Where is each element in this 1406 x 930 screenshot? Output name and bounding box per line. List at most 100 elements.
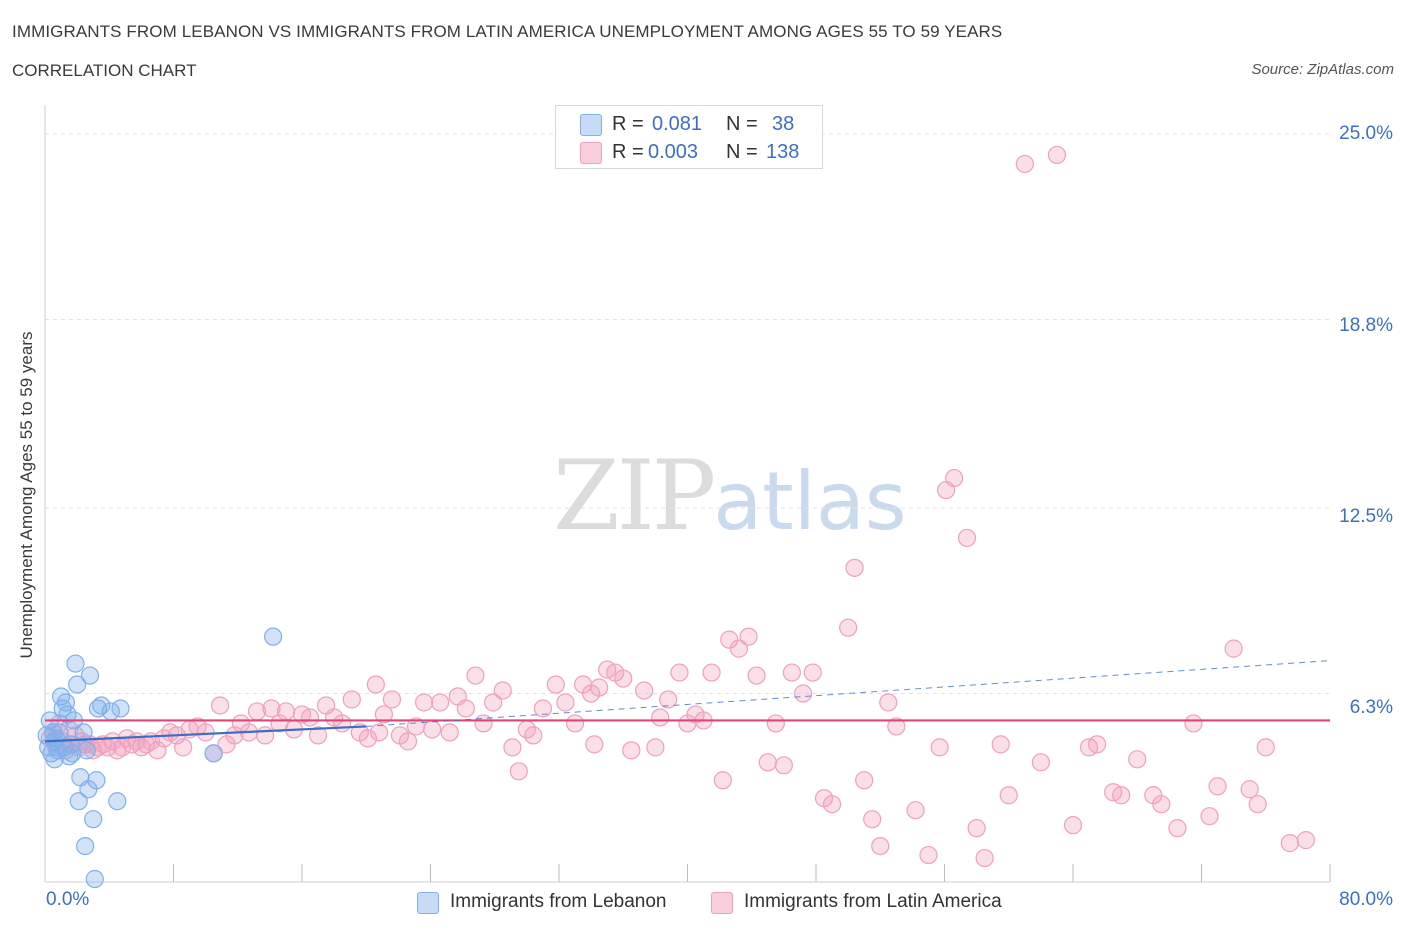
latin-america-point xyxy=(1104,783,1123,802)
latin-america-point xyxy=(524,726,543,745)
latin-america-point xyxy=(822,795,842,814)
latin-america-point xyxy=(262,699,281,718)
latin-america-point xyxy=(1168,819,1187,838)
latin-america-point xyxy=(546,675,565,694)
zipatlas-watermark: ZIPatlas xyxy=(553,440,907,552)
latin-america-point xyxy=(585,735,604,754)
latin-america-point xyxy=(614,669,633,688)
latin-america-point xyxy=(646,738,665,757)
latin-america-point xyxy=(374,705,394,724)
latin-america-point xyxy=(210,696,230,715)
latin-america-point xyxy=(729,639,749,658)
latin-america-point xyxy=(1208,777,1227,796)
latin-america-point xyxy=(466,666,485,685)
latin-america-point xyxy=(358,729,377,748)
latin-america-point xyxy=(174,738,193,757)
latin-america-point xyxy=(1063,816,1083,835)
lebanon-point xyxy=(111,699,130,718)
latin-america-point xyxy=(1256,738,1275,757)
latin-america-point xyxy=(945,468,964,488)
chart-subtitle: CORRELATION CHART xyxy=(12,61,197,80)
latin-america-point xyxy=(493,681,512,700)
y-axis-label: Unemployment Among Ages 55 to 59 years xyxy=(17,331,36,659)
lebanon-point xyxy=(77,741,96,760)
y-tick-label: 12.5% xyxy=(1339,506,1393,527)
latin-america-point xyxy=(651,708,670,727)
r-label: R = xyxy=(612,141,644,163)
latin-america-point xyxy=(713,771,732,790)
r-value: 0.003 xyxy=(648,141,699,163)
latin-america-point xyxy=(1184,714,1203,733)
latin-america-point xyxy=(774,756,793,775)
chart-title: IMMIGRANTS FROM LEBANON VS IMMIGRANTS FR… xyxy=(12,22,1003,41)
latin-america-point xyxy=(84,741,103,760)
latin-america-point xyxy=(906,801,925,820)
latin-america-point xyxy=(871,836,890,856)
latin-america-point xyxy=(1087,735,1107,754)
latin-america-point xyxy=(342,690,361,709)
latin-america-point xyxy=(887,717,906,736)
latin-america-point xyxy=(957,528,977,548)
y-tick-label: 6.3% xyxy=(1349,697,1393,718)
lebanon-point xyxy=(87,771,106,790)
latin-america-point xyxy=(533,699,553,718)
latin-america-point xyxy=(919,845,938,865)
latin-america-point xyxy=(474,714,493,733)
latin-america-point xyxy=(196,723,215,742)
latin-america-point xyxy=(863,810,882,829)
y-tick-label: 18.8% xyxy=(1339,315,1393,336)
latin-america-point xyxy=(803,663,822,682)
lebanon-points xyxy=(37,627,283,889)
latin-america-point xyxy=(782,663,802,682)
latin-america-point xyxy=(423,720,442,739)
latin-america-point xyxy=(967,819,986,838)
latin-america-point xyxy=(565,714,585,733)
latin-america-point xyxy=(590,678,609,697)
latin-america-point xyxy=(333,714,352,733)
latin-america-point xyxy=(308,726,328,745)
latin-america-point xyxy=(276,702,296,721)
lebanon-point xyxy=(108,792,127,811)
latin-america-point xyxy=(794,684,813,703)
latin-america-point xyxy=(845,558,864,577)
r-label: R = xyxy=(612,113,644,135)
r-value: 0.081 xyxy=(652,113,703,135)
lebanon-trend-extension xyxy=(366,660,1331,727)
latin-america-point xyxy=(370,723,389,742)
latin-america-point xyxy=(839,618,858,637)
watermark-atlas: atlas xyxy=(713,455,907,548)
latin-america-point xyxy=(670,663,689,682)
latin-america-point xyxy=(431,693,450,712)
trend-lines xyxy=(44,660,1331,743)
latin-america-point xyxy=(1296,831,1316,850)
lebanon-point xyxy=(66,654,85,673)
axes xyxy=(44,105,1331,883)
latin-america-point xyxy=(440,723,459,742)
n-value: 138 xyxy=(766,141,800,163)
correlation-legend: R = 0.081 N = 38 R = 0.003 N = 138 xyxy=(555,105,823,169)
latin-america-point xyxy=(747,666,766,685)
latin-america-point xyxy=(484,693,503,712)
latin-america-point xyxy=(414,693,434,712)
latin-america-point xyxy=(1144,786,1163,805)
lebanon-point xyxy=(85,869,104,889)
n-label: N = xyxy=(726,113,758,135)
lebanon-point xyxy=(92,696,111,715)
lebanon-point xyxy=(45,750,64,769)
latin-america-point xyxy=(382,690,402,709)
latin-america-point xyxy=(659,690,678,709)
latin-america-point xyxy=(758,753,777,772)
latin-america-point xyxy=(509,762,528,781)
latin-america-points xyxy=(40,145,1316,868)
x-tick-label-max: 80.0% xyxy=(1339,889,1393,910)
lebanon-point xyxy=(84,810,103,829)
lebanon-point xyxy=(204,744,223,763)
lebanon-point xyxy=(263,627,283,646)
latin-america-point xyxy=(1128,750,1147,769)
latin-america-point xyxy=(991,735,1010,754)
latin-america-point xyxy=(1200,807,1219,826)
latin-america-point xyxy=(503,738,522,757)
latin-america-point xyxy=(556,693,575,712)
n-value: 38 xyxy=(772,113,795,135)
